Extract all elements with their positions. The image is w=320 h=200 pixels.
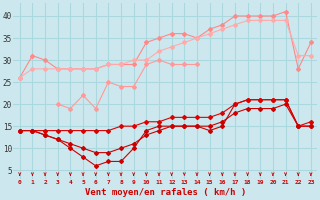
X-axis label: Vent moyen/en rafales ( km/h ): Vent moyen/en rafales ( km/h ): [85, 188, 246, 197]
